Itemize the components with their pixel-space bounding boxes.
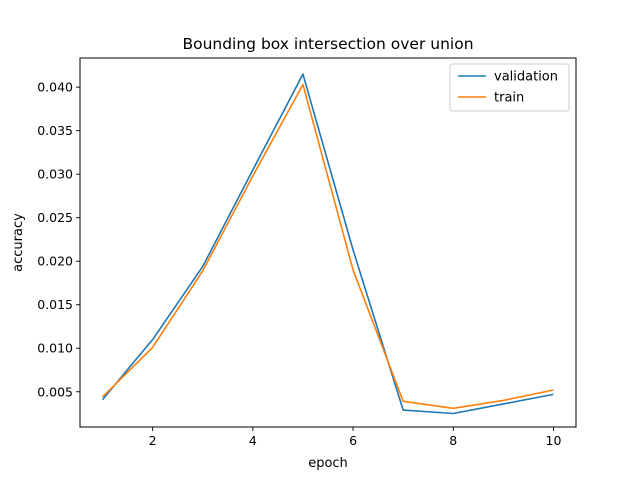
y-tick-label: 0.005: [37, 384, 73, 399]
x-tick-label: 2: [149, 433, 157, 448]
x-tick-label: 4: [249, 433, 257, 448]
y-tick-label: 0.015: [37, 297, 73, 312]
y-axis-label: accuracy: [11, 213, 26, 272]
x-tick-label: 8: [449, 433, 457, 448]
chart-title: Bounding box intersection over union: [182, 35, 473, 53]
legend: validation train: [449, 63, 570, 112]
x-tick-label: 10: [546, 433, 562, 448]
y-tick-label: 0.030: [37, 167, 73, 182]
x-axis-label: epoch: [308, 456, 348, 471]
y-tick-label: 0.040: [37, 80, 73, 95]
legend-label-train: train: [494, 91, 524, 106]
series-layer: [101, 73, 554, 415]
plot-frame: [79, 57, 577, 428]
y-tick-label: 0.020: [37, 254, 73, 269]
y-tick-label: 0.025: [37, 210, 73, 225]
series-line-train: [101, 83, 554, 410]
y-tick-label: 0.035: [37, 123, 73, 138]
x-tick-label: 6: [349, 433, 357, 448]
y-tick-label: 0.010: [37, 341, 73, 356]
legend-label-validation: validation: [494, 70, 558, 85]
ticks-layer: 2 4 6 8 10 0.005 0.010 0.015 0.020 0.025 0.030 0.03…: [37, 80, 561, 448]
series-line-validation: [101, 73, 554, 415]
